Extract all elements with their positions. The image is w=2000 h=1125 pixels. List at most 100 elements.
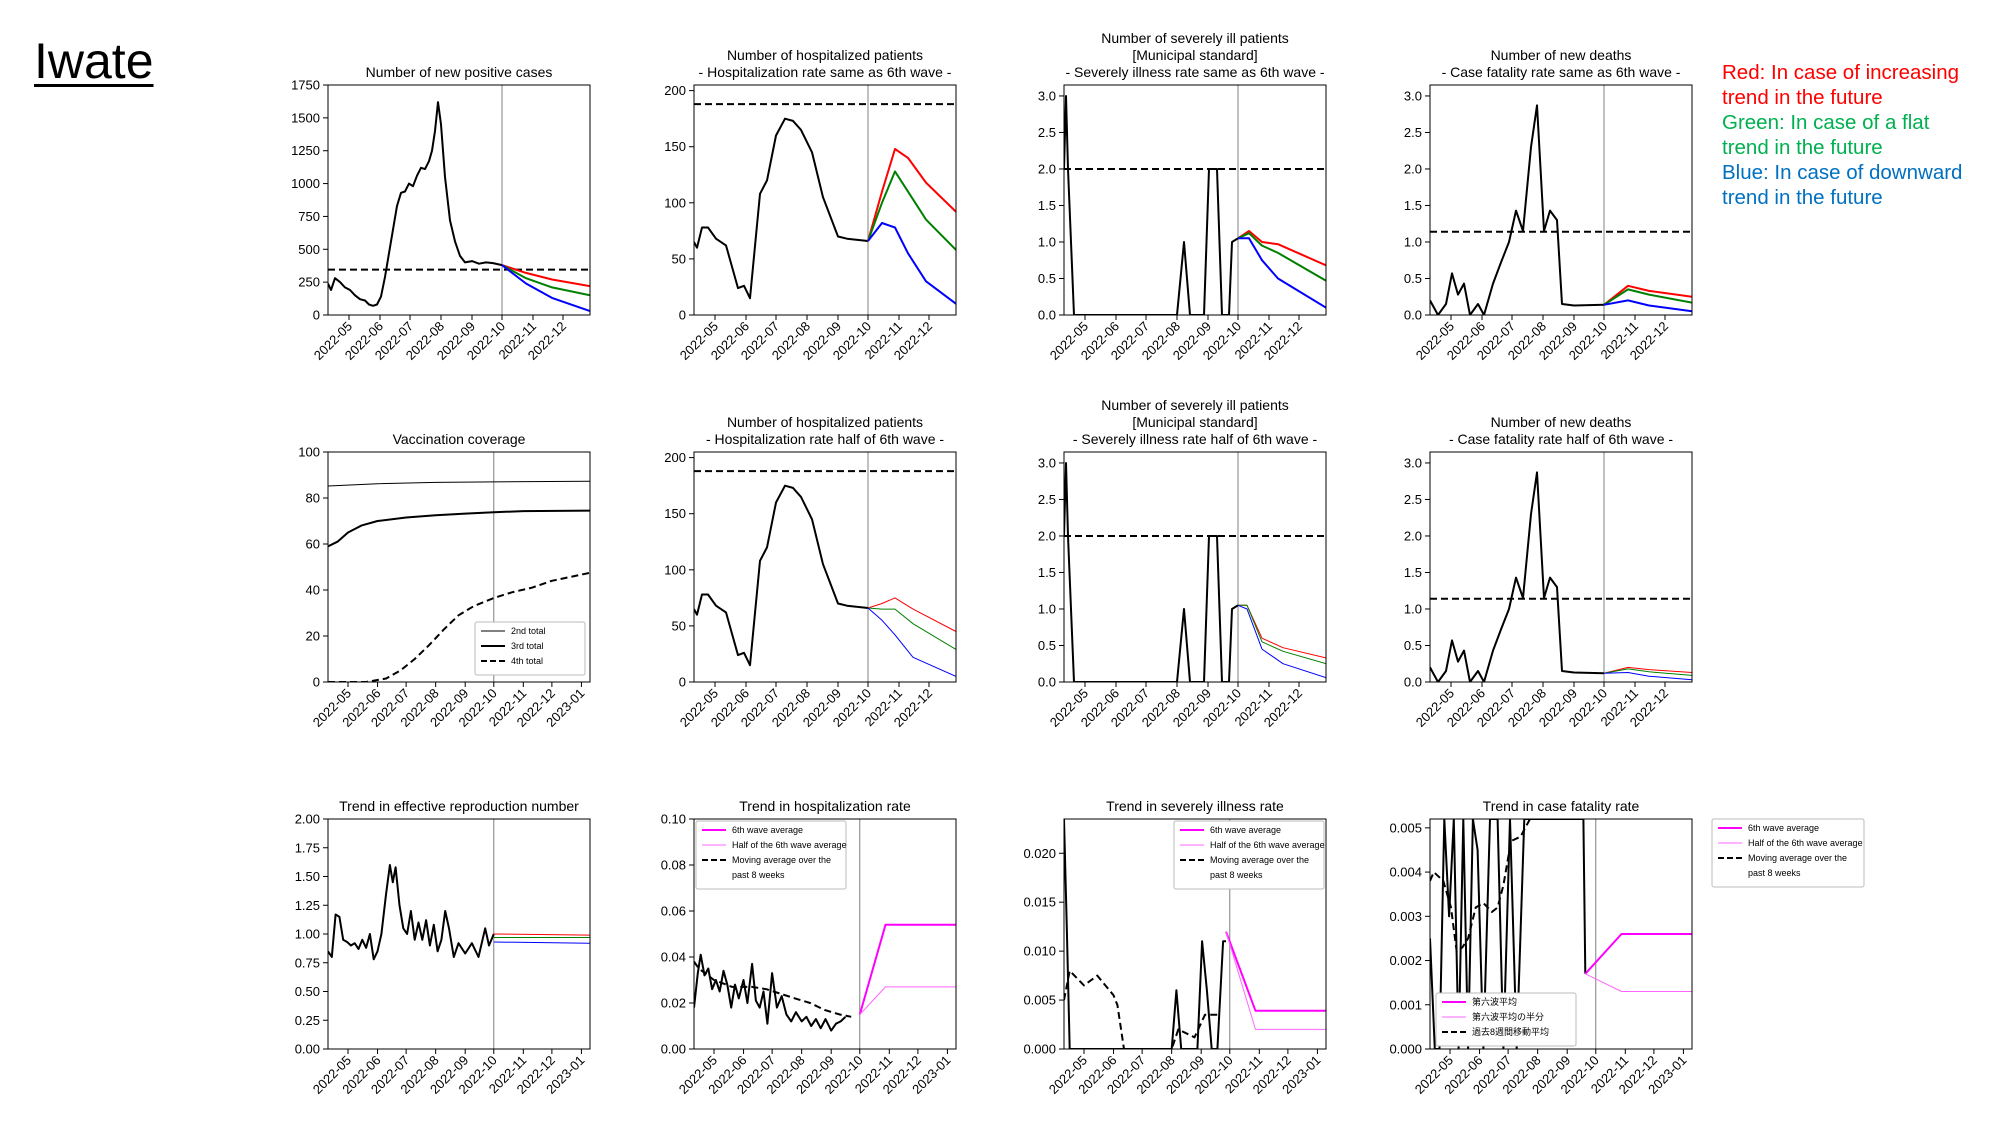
y-tick-label: 100 xyxy=(664,195,686,210)
y-tick-label: 0.004 xyxy=(1389,865,1422,880)
series-line xyxy=(867,222,956,305)
y-tick-label: 1500 xyxy=(291,110,320,125)
chart-title: Number of severely ill patients xyxy=(1101,397,1289,413)
y-tick-label: 0 xyxy=(679,675,686,690)
series-line xyxy=(1603,299,1692,313)
legend-label: 6th wave average xyxy=(1748,823,1819,833)
plot-frame xyxy=(1063,818,1327,1050)
plot-frame xyxy=(1429,451,1693,683)
plot-frame xyxy=(1063,84,1327,316)
y-tick-label: 2.5 xyxy=(1038,492,1056,507)
chart-title: - Case fatality rate half of 6th wave - xyxy=(1449,431,1673,447)
legend-label: Half of the 6th wave average xyxy=(1210,840,1325,850)
series-line xyxy=(1585,973,1692,992)
legend-note-line: Green: In case of a flat xyxy=(1722,111,1930,134)
series-line xyxy=(328,509,590,548)
y-tick-label: 1.0 xyxy=(1404,601,1422,616)
series-line xyxy=(328,864,495,961)
legend-box xyxy=(1173,820,1325,890)
legend-note-line: trend in the future xyxy=(1722,186,1883,209)
chart-title: Number of new deaths xyxy=(1491,414,1632,430)
series-line xyxy=(1430,471,1605,682)
plot-frame xyxy=(327,451,591,683)
y-tick-label: 2.0 xyxy=(1404,528,1422,543)
legend-note-line: trend in the future xyxy=(1722,86,1883,109)
chart-title: - Case fatality rate same as 6th wave - xyxy=(1442,64,1681,80)
chart-title: [Municipal standard] xyxy=(1132,414,1257,430)
chart-title: [Municipal standard] xyxy=(1132,47,1257,63)
y-tick-label: 750 xyxy=(298,209,320,224)
chart-panel-hospitalized-same: Number of hospitalized patients- Hospita… xyxy=(664,47,957,363)
page-title: Iwate xyxy=(34,33,154,89)
y-tick-label: 1.25 xyxy=(295,898,320,913)
y-tick-label: 500 xyxy=(298,242,320,257)
y-tick-label: 0 xyxy=(313,308,320,323)
legend-label: Moving average over the past 8 weeks xyxy=(1210,855,1309,880)
chart-panel-deaths-half: Number of new deaths- Case fatality rate… xyxy=(1404,414,1693,730)
plot-frame xyxy=(1429,84,1693,316)
y-tick-label: 1.5 xyxy=(1404,565,1422,580)
y-tick-label: 0.02 xyxy=(661,996,686,1011)
legend-box xyxy=(1435,992,1577,1047)
legend-label: Half of the 6th wave average xyxy=(732,840,847,850)
y-tick-label: 1.0 xyxy=(1404,234,1422,249)
chart-panel-severe-rate: Trend in severely illness rate 0.000 0.005… xyxy=(1023,798,1327,1097)
series-line xyxy=(1064,95,1239,315)
y-tick-label: 100 xyxy=(664,562,686,577)
chart-panel-new-positive-cases: Number of new positive cases 0 250 500 750 10… xyxy=(291,64,591,363)
y-tick-label: 20 xyxy=(306,629,320,644)
chart-title: Number of new deaths xyxy=(1491,47,1632,63)
plot-frame xyxy=(693,818,957,1050)
chart-title: Number of hospitalized patients xyxy=(727,47,923,63)
legend-box xyxy=(695,820,847,890)
y-tick-label: 1.5 xyxy=(1404,198,1422,213)
y-tick-label: 0.10 xyxy=(661,812,686,827)
y-tick-label: 0.0 xyxy=(1404,308,1422,323)
series-line xyxy=(1603,284,1692,306)
series-line xyxy=(1603,288,1692,306)
legend-label: 6th wave average xyxy=(1210,825,1281,835)
y-tick-label: 1.50 xyxy=(295,869,320,884)
y-tick-label: 0.001 xyxy=(1389,997,1422,1012)
y-tick-label: 1.00 xyxy=(295,927,320,942)
series-line xyxy=(1430,819,1539,953)
chart-title: Vaccination coverage xyxy=(393,431,526,447)
legend-note-line: Red: In case of increasing xyxy=(1722,61,1960,84)
y-tick-label: 0.005 xyxy=(1389,820,1422,835)
series-line xyxy=(1603,672,1692,681)
y-tick-label: 2.5 xyxy=(1404,125,1422,140)
y-tick-label: 150 xyxy=(664,139,686,154)
y-tick-label: 2.0 xyxy=(1038,528,1056,543)
legend-note-line: trend in the future xyxy=(1722,136,1883,159)
y-tick-label: 0.0 xyxy=(1038,308,1056,323)
y-tick-label: 0.000 xyxy=(1389,1042,1422,1057)
series-line xyxy=(1584,933,1692,975)
chart-title: Trend in effective reproduction number xyxy=(339,798,579,814)
series-line xyxy=(1238,237,1326,309)
series-line xyxy=(1238,604,1326,665)
series-line xyxy=(1603,668,1692,676)
y-tick-label: 2.00 xyxy=(295,812,320,827)
series-line xyxy=(328,101,503,307)
chart-panel-deaths-same: Number of new deaths- Case fatality rate… xyxy=(1404,47,1693,363)
series-line xyxy=(694,961,852,1018)
y-tick-label: 1750 xyxy=(291,78,320,93)
chart-title: Number of severely ill patients xyxy=(1101,30,1289,46)
series-line xyxy=(328,480,590,487)
y-tick-label: 200 xyxy=(664,83,686,98)
y-tick-label: 0.04 xyxy=(661,950,686,965)
series-line xyxy=(1430,819,1587,1049)
legend-label: 2nd total xyxy=(511,626,546,636)
legend-note-line: Blue: In case of downward xyxy=(1722,161,1963,184)
legend-label: 4th total xyxy=(511,656,543,666)
y-tick-label: 0.00 xyxy=(295,1042,320,1057)
chart-title: - Hospitalization rate half of 6th wave … xyxy=(706,431,944,447)
y-tick-label: 150 xyxy=(664,506,686,521)
series-line xyxy=(1064,969,1220,1049)
y-tick-label: 2.5 xyxy=(1404,492,1422,507)
legend-label: 3rd total xyxy=(511,641,544,651)
y-tick-label: 2.5 xyxy=(1038,125,1056,140)
y-tick-label: 0 xyxy=(313,675,320,690)
series-line xyxy=(1225,931,1326,1012)
chart-title: Trend in severely illness rate xyxy=(1106,798,1284,814)
